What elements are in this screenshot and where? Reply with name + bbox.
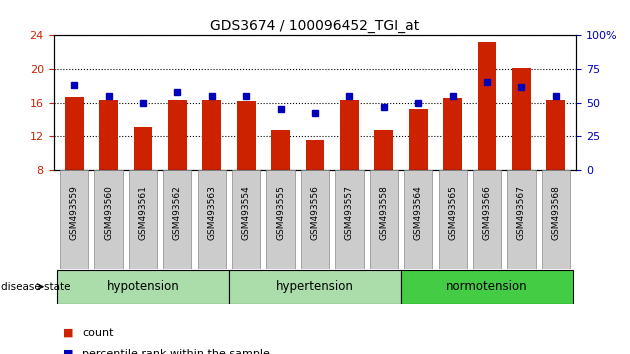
Text: disease state: disease state xyxy=(1,282,70,292)
Text: GSM493555: GSM493555 xyxy=(276,185,285,240)
Bar xyxy=(512,68,531,170)
Text: ■: ■ xyxy=(63,349,74,354)
Bar xyxy=(198,170,226,269)
Text: GSM493556: GSM493556 xyxy=(311,185,319,240)
Bar xyxy=(473,170,501,269)
Text: GSM493559: GSM493559 xyxy=(70,185,79,240)
Bar xyxy=(546,100,565,170)
Bar xyxy=(409,109,428,170)
Bar xyxy=(168,100,187,170)
Text: percentile rank within the sample: percentile rank within the sample xyxy=(82,349,270,354)
Text: GSM493566: GSM493566 xyxy=(483,185,491,240)
Bar xyxy=(507,170,536,269)
Text: GSM493554: GSM493554 xyxy=(242,185,251,240)
Bar xyxy=(129,170,157,269)
Bar xyxy=(374,130,393,170)
Bar xyxy=(229,270,401,304)
Bar xyxy=(266,170,295,269)
Bar xyxy=(306,139,324,170)
Text: ■: ■ xyxy=(63,328,74,338)
Bar xyxy=(237,101,256,170)
Text: GSM493563: GSM493563 xyxy=(207,185,216,240)
Text: GSM493565: GSM493565 xyxy=(448,185,457,240)
Bar xyxy=(443,98,462,170)
Bar xyxy=(232,170,260,269)
Bar xyxy=(271,130,290,170)
Bar xyxy=(301,170,329,269)
Bar xyxy=(99,100,118,170)
Text: count: count xyxy=(82,328,113,338)
Bar xyxy=(335,170,364,269)
Bar xyxy=(202,100,221,170)
Bar xyxy=(404,170,432,269)
Bar xyxy=(163,170,192,269)
Bar xyxy=(370,170,398,269)
Bar xyxy=(478,42,496,170)
Bar xyxy=(134,127,152,170)
Bar xyxy=(94,170,123,269)
Text: GSM493564: GSM493564 xyxy=(414,185,423,240)
Bar xyxy=(65,97,84,170)
Text: GSM493557: GSM493557 xyxy=(345,185,354,240)
Bar xyxy=(340,100,359,170)
Bar xyxy=(438,170,467,269)
Text: GSM493567: GSM493567 xyxy=(517,185,526,240)
Title: GDS3674 / 100096452_TGI_at: GDS3674 / 100096452_TGI_at xyxy=(210,19,420,33)
Text: GSM493558: GSM493558 xyxy=(379,185,388,240)
Bar xyxy=(60,170,88,269)
Text: GSM493561: GSM493561 xyxy=(139,185,147,240)
Bar xyxy=(401,270,573,304)
Text: normotension: normotension xyxy=(446,280,528,293)
Text: GSM493568: GSM493568 xyxy=(551,185,560,240)
Bar xyxy=(542,170,570,269)
Text: hypotension: hypotension xyxy=(106,280,180,293)
Text: hypertension: hypertension xyxy=(276,280,354,293)
Text: GSM493562: GSM493562 xyxy=(173,185,182,240)
Text: GSM493560: GSM493560 xyxy=(104,185,113,240)
Bar xyxy=(57,270,229,304)
